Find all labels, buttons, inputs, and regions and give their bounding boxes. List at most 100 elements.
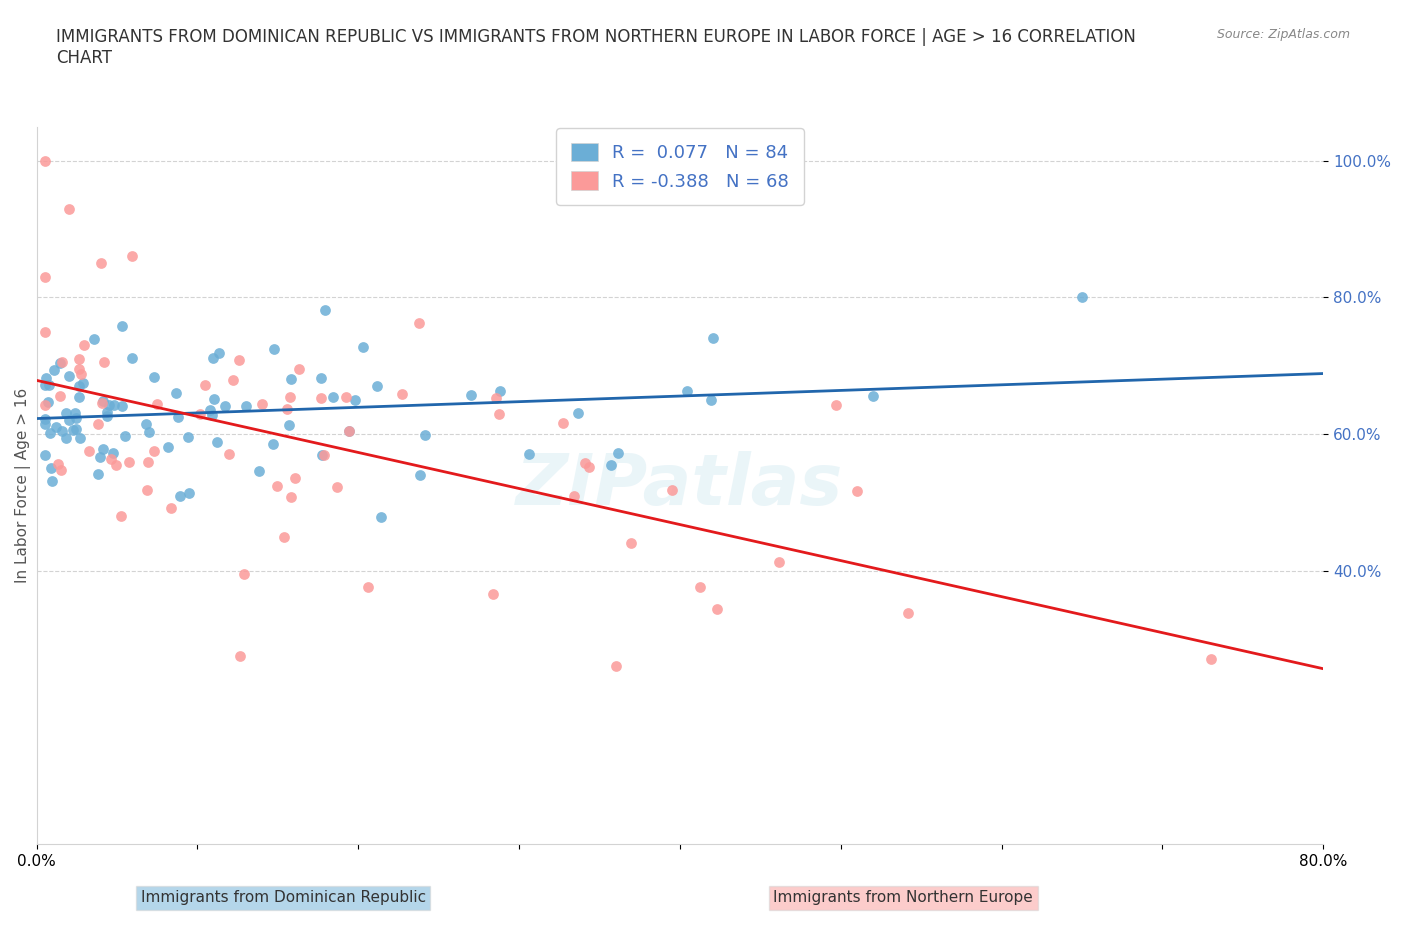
Text: Immigrants from Dominican Republic: Immigrants from Dominican Republic [141,890,426,905]
Text: IMMIGRANTS FROM DOMINICAN REPUBLIC VS IMMIGRANTS FROM NORTHERN EUROPE IN LABOR F: IMMIGRANTS FROM DOMINICAN REPUBLIC VS IM… [56,28,1136,67]
Point [41,460,63,475]
Text: Immigrants from Northern Europe: Immigrants from Northern Europe [773,890,1033,905]
Point [34,269,56,284]
Point [277,418,299,432]
Point [160,500,183,515]
Point [41,473,63,488]
Point [51,354,73,369]
Point [312,447,335,462]
Point [356,579,378,594]
Point [460,388,482,403]
Point [157,440,180,455]
Point [278,390,301,405]
Point [198,402,221,417]
Point [34,325,56,339]
Point [247,463,270,478]
Point [45,419,67,434]
Legend: R =  0.077   N = 84, R = -0.388   N = 68: R = 0.077 N = 84, R = -0.388 N = 68 [557,128,803,206]
Point [309,391,332,405]
Point [38,426,60,441]
Point [706,602,728,617]
Point [235,398,257,413]
Y-axis label: In Labor Force | Age > 16: In Labor Force | Age > 16 [15,388,31,583]
Point [96,405,118,419]
Point [49,356,72,371]
Point [391,387,413,402]
Point [38,378,60,392]
Point [69,431,91,445]
Point [111,318,134,333]
Point [91,442,114,457]
Point [201,351,224,365]
Point [337,424,360,439]
Point [284,471,307,485]
Point [599,458,621,472]
Point [229,649,252,664]
Point [311,370,333,385]
Point [86,466,108,481]
Text: Source: ZipAtlas.com: Source: ZipAtlas.com [1216,28,1350,41]
Point [214,398,236,413]
Point [1071,290,1094,305]
Point [194,378,217,392]
Point [100,451,122,466]
Point [67,379,90,393]
Point [121,351,143,365]
Point [574,456,596,471]
Point [72,376,94,391]
Point [567,405,589,420]
Point [280,371,302,386]
Point [846,484,869,498]
Point [34,153,56,168]
Point [111,399,134,414]
Point [482,586,505,601]
Point [136,454,159,469]
Point [250,396,273,411]
Point [44,363,66,378]
Point [67,361,90,376]
Point [58,201,80,216]
Point [146,396,169,411]
Point [97,398,120,413]
Point [408,315,430,330]
Point [165,386,187,401]
Point [65,421,87,436]
Point [188,407,211,422]
Point [273,530,295,545]
Point [344,392,367,407]
Point [661,483,683,498]
Point [620,535,643,550]
Point [263,341,285,356]
Point [51,463,73,478]
Point [676,383,699,398]
Point [288,361,311,376]
Point [101,445,124,460]
Point [46,457,69,472]
Point [606,446,628,461]
Point [72,338,94,352]
Point [65,410,87,425]
Point [176,430,198,445]
Point [34,417,56,432]
Point [51,423,73,438]
Point [201,407,224,422]
Point [169,488,191,503]
Point [93,354,115,369]
Point [58,412,80,427]
Point [83,331,105,346]
Point [205,435,228,450]
Point [90,256,112,271]
Point [218,446,240,461]
Point [702,331,724,346]
Point [58,368,80,383]
Point [179,485,201,500]
Point [96,408,118,423]
Point [55,405,77,420]
Point [489,383,512,398]
Point [352,339,374,354]
Point [488,406,510,421]
Point [55,431,77,445]
Point [1199,652,1222,667]
Point [326,479,349,494]
Point [91,394,114,409]
